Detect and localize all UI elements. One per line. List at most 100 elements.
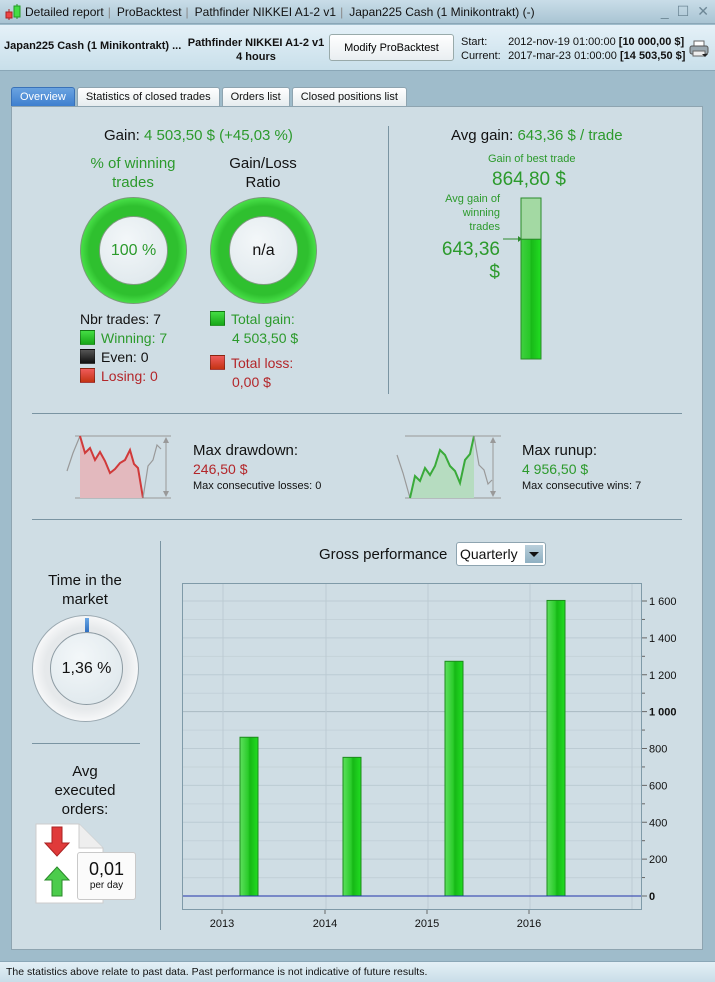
avg-vs-best-bar bbox=[503, 197, 542, 360]
y-tick-label: 400 bbox=[649, 817, 667, 829]
consecutive-wins: Max consecutive wins: 7 bbox=[522, 480, 642, 492]
start-label: Start: bbox=[461, 36, 488, 48]
even-count: Even: 0 bbox=[101, 349, 149, 365]
avg-gain-value: 643,36 $ / trade bbox=[517, 127, 623, 144]
runup-label: Max runup: bbox=[522, 442, 598, 459]
chart-plot-area bbox=[183, 584, 641, 909]
avg-winning-value: 643,36 $ bbox=[430, 238, 500, 284]
tab-orders-list[interactable]: Orders list bbox=[221, 87, 290, 106]
gain-loss-ratio-value: n/a bbox=[229, 216, 298, 285]
candlestick-app-icon bbox=[3, 3, 23, 21]
current-date: 2017-mar-23 01:00:00 bbox=[508, 50, 617, 62]
tab-bar: Overview Statistics of closed trades Ord… bbox=[11, 87, 407, 106]
period-select[interactable]: Quarterly bbox=[456, 542, 546, 566]
avg-orders-title-line1: Avg bbox=[72, 763, 98, 780]
modify-probacktest-button[interactable]: Modify ProBacktest bbox=[329, 34, 454, 61]
best-trade-label: Gain of best trade bbox=[488, 153, 576, 165]
total-loss-icon bbox=[210, 355, 225, 370]
avg-gain-label: Avg gain: bbox=[451, 127, 514, 144]
drawdown-line bbox=[79, 435, 144, 499]
sparkline-pre-line bbox=[396, 454, 411, 499]
gross-performance-chart bbox=[182, 583, 642, 910]
avg-orders-value: 0,01 bbox=[88, 859, 125, 879]
x-tick-label: 2016 bbox=[517, 918, 541, 930]
strategy-info: Pathfinder NIKKEI A1-2 v1 4 hours bbox=[186, 36, 326, 64]
bar-2013 bbox=[239, 736, 259, 897]
instrument-name: Japan225 Cash (1 Minikontrakt) ... bbox=[4, 40, 182, 52]
y-tick-label: 1 600 bbox=[649, 596, 677, 608]
title-part-module: ProBacktest bbox=[116, 4, 182, 19]
status-bar: The statistics above relate to past data… bbox=[0, 961, 715, 982]
time-in-market-title: Time in the market bbox=[30, 571, 140, 609]
runup-value: 4 956,50 $ bbox=[522, 461, 589, 477]
y-tick-label: 1 200 bbox=[649, 670, 677, 682]
runup-sparkline bbox=[396, 435, 501, 499]
chevron-down-icon[interactable] bbox=[525, 545, 543, 563]
chart-x-axis: 2013 2014 2015 2016 bbox=[210, 910, 541, 930]
winning-legend-icon bbox=[80, 330, 95, 345]
avg-winning-label-line2: winning bbox=[462, 207, 500, 219]
backtest-dates: Start: 2012-nov-19 01:00:00 [10 000,00 $… bbox=[461, 35, 685, 63]
drawdown-label: Max drawdown: bbox=[193, 442, 299, 459]
y-tick-label: 0 bbox=[649, 891, 655, 903]
title-separator: | bbox=[107, 4, 111, 19]
winning-pct-title-line2: trades bbox=[112, 174, 154, 191]
winning-pct-value: 100 % bbox=[99, 216, 168, 285]
runup-area bbox=[410, 436, 474, 498]
sparkline-pre-line bbox=[66, 435, 81, 472]
sparkline-arrowheads bbox=[163, 437, 169, 497]
close-button[interactable]: ✕ bbox=[697, 3, 709, 19]
drawdown-area bbox=[80, 436, 143, 498]
x-tick-label: 2013 bbox=[210, 918, 234, 930]
start-date: 2012-nov-19 01:00:00 bbox=[508, 36, 616, 48]
bar-2014 bbox=[342, 756, 362, 897]
winning-pct-gauge: 100 % bbox=[80, 197, 187, 304]
gain-summary: Gain: 4 503,50 $ (+45,03 %) bbox=[104, 127, 293, 144]
time-market-title-line2: market bbox=[62, 591, 108, 608]
total-gain-value: 4 503,50 $ bbox=[232, 330, 299, 346]
avg-executed-orders-title: Avg executed orders: bbox=[30, 762, 140, 819]
gain-loss-ratio-gauge: n/a bbox=[210, 197, 317, 304]
disclaimer-text: The statistics above relate to past data… bbox=[6, 966, 428, 978]
winning-pct-title-line1: % of winning bbox=[90, 155, 176, 172]
avg-winning-value-line1: 643,36 bbox=[441, 239, 500, 260]
avg-pointer-arrowhead bbox=[518, 236, 522, 242]
time-in-market-gauge: 1,36 % bbox=[32, 615, 139, 722]
start-capital: [10 000,00 $] bbox=[618, 36, 685, 48]
sell-arrow-down-icon bbox=[43, 826, 71, 857]
time-market-title-line1: Time in the bbox=[48, 572, 122, 589]
gain-value: 4 503,50 $ (+45,03 %) bbox=[144, 127, 293, 144]
avg-winning-label: Avg gain of winning trades bbox=[430, 192, 500, 234]
avg-gain-summary: Avg gain: 643,36 $ / trade bbox=[451, 127, 623, 144]
title-part-strategy: Pathfinder NIKKEI A1-2 v1 bbox=[194, 4, 337, 19]
trade-counts: Nbr trades: 7 Winning: 7 Even: 0 Losing:… bbox=[80, 310, 167, 386]
time-in-market-fill bbox=[85, 618, 89, 632]
avg-orders-unit: per day bbox=[89, 880, 124, 891]
tab-statistics-closed-trades[interactable]: Statistics of closed trades bbox=[76, 87, 220, 106]
sparkline-arrowheads bbox=[490, 437, 496, 497]
strategy-name: Pathfinder NIKKEI A1-2 v1 bbox=[187, 37, 325, 49]
y-tick-label: 1 000 bbox=[649, 707, 677, 719]
drawdown-sparkline bbox=[66, 435, 171, 499]
avg-winning-value-line2: $ bbox=[489, 262, 500, 283]
avg-winning-label-line1: Avg gain of bbox=[445, 193, 500, 205]
bar-2015 bbox=[444, 660, 464, 897]
y-tick-label: 200 bbox=[649, 854, 667, 866]
time-in-market-value: 1,36 % bbox=[50, 632, 123, 705]
chart-y-axis: 0 200 400 600 800 1 000 1 200 1 400 1 600 bbox=[642, 596, 677, 903]
sparkline-post-line bbox=[142, 443, 162, 499]
maximize-button[interactable]: ☐ bbox=[676, 3, 690, 19]
minimize-button[interactable]: _ bbox=[660, 3, 669, 19]
winning-count: Winning: 7 bbox=[101, 330, 168, 346]
printer-icon[interactable] bbox=[689, 40, 709, 58]
title-part-instrument: Japan225 Cash (1 Minikontrakt) (-) bbox=[349, 4, 535, 19]
y-tick-label: 800 bbox=[649, 744, 667, 756]
gain-loss-ratio-title: Gain/Loss Ratio bbox=[208, 154, 318, 192]
winning-pct-title: % of winning trades bbox=[78, 154, 188, 192]
tab-closed-positions-list[interactable]: Closed positions list bbox=[291, 87, 407, 106]
current-capital: [14 503,50 $] bbox=[619, 50, 686, 62]
bar-2016 bbox=[546, 599, 566, 897]
sparkline-post-line bbox=[473, 435, 493, 486]
title-separator: | bbox=[185, 4, 189, 19]
tab-overview[interactable]: Overview bbox=[11, 87, 75, 106]
